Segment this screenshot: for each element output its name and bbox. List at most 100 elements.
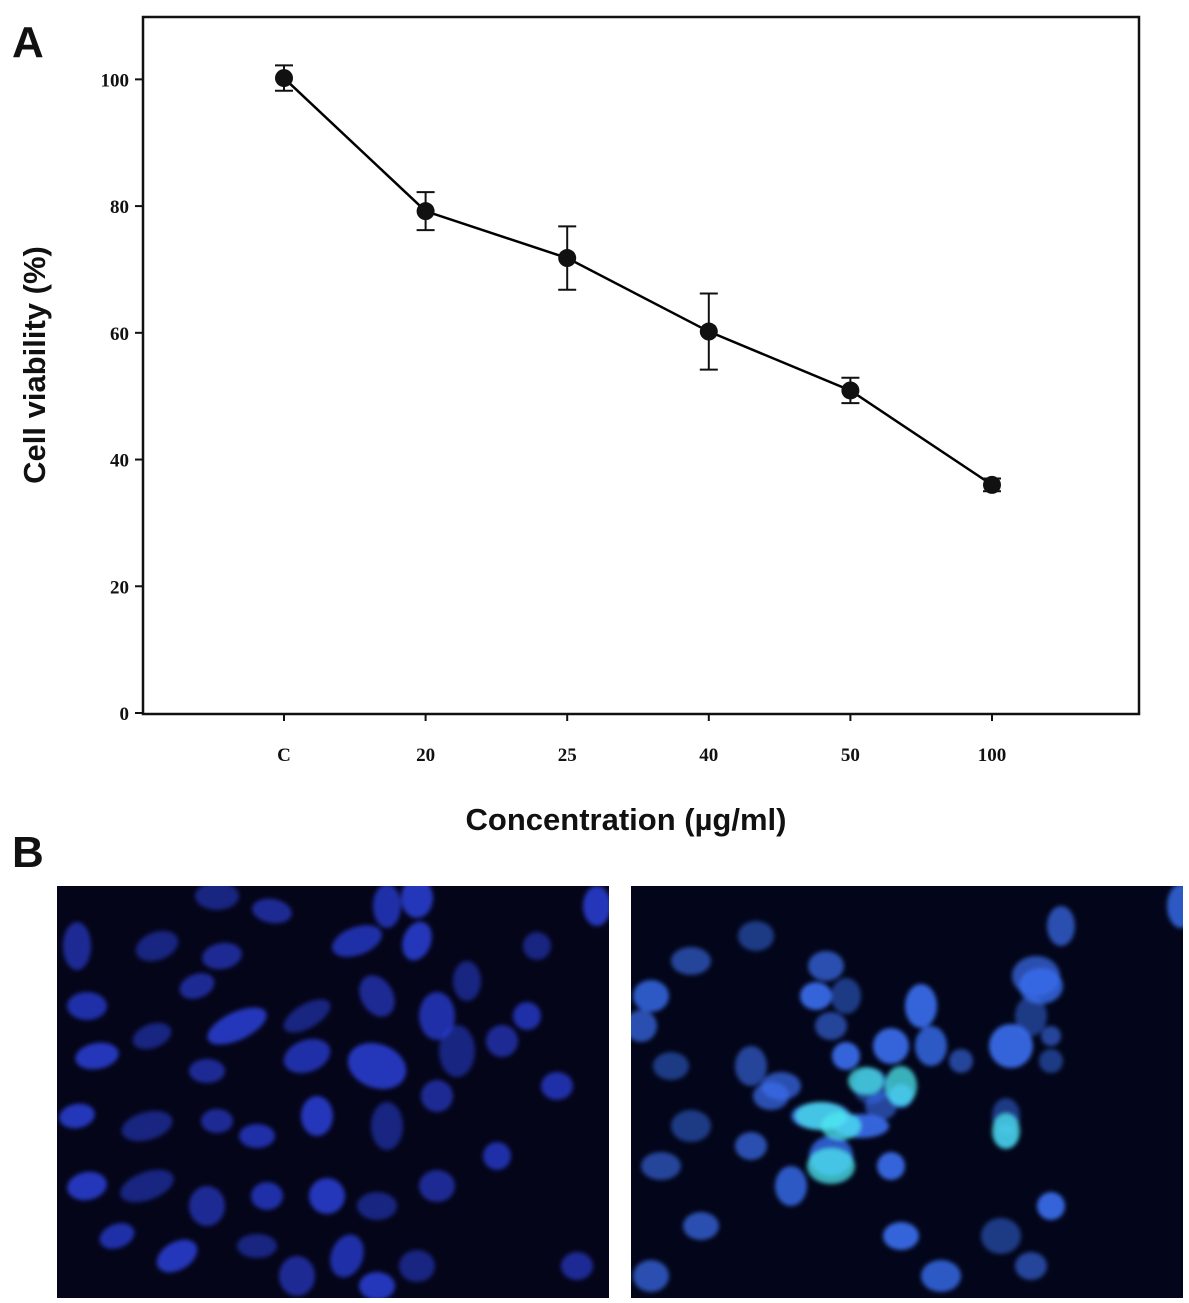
nucleus: [309, 1178, 345, 1214]
nucleus: [815, 1012, 847, 1040]
nucleus: [775, 1166, 807, 1206]
nucleus: [541, 1072, 573, 1100]
nucleus: [486, 1025, 518, 1057]
micrograph-left-image: [59, 886, 609, 1298]
nucleus: [201, 1109, 233, 1133]
nucleus: [59, 1103, 95, 1129]
nucleus: [67, 1171, 107, 1201]
y-axis: 0 20 40 60 80 100: [101, 70, 143, 725]
nucleus: [359, 975, 395, 1017]
nucleus: [483, 1142, 511, 1170]
y-tick-label: 60: [110, 324, 129, 345]
nucleus: [453, 961, 481, 1001]
nucleus: [633, 1260, 669, 1292]
nucleus: [207, 1007, 267, 1045]
nucleus: [1039, 1049, 1063, 1073]
nucleus: [156, 1239, 198, 1273]
nucleus: [330, 1234, 364, 1278]
nucleus: [332, 925, 382, 957]
x-tick-label: 50: [841, 745, 860, 766]
x-tick-label: 40: [699, 745, 718, 766]
nucleus: [653, 1052, 689, 1080]
nucleus: [633, 980, 669, 1012]
y-tick-label: 20: [110, 577, 129, 598]
nucleus: [402, 921, 432, 961]
nucleus: [67, 992, 107, 1020]
data-point: [983, 475, 1001, 494]
y-tick-label: 80: [110, 197, 129, 218]
nucleus: [421, 1080, 453, 1112]
series-line: [275, 64, 1001, 494]
nucleus: [989, 1024, 1033, 1068]
nucleus: [949, 1049, 973, 1073]
panel-label-b: B: [12, 828, 44, 877]
nucleus: [915, 1026, 947, 1066]
nucleus: [401, 886, 433, 918]
nucleus: [671, 1110, 711, 1142]
nucleus: [831, 978, 861, 1014]
nucleus: [301, 1096, 333, 1136]
nucleus: [371, 1102, 403, 1150]
nucleus: [347, 1042, 407, 1090]
nucleus: [873, 1028, 909, 1064]
nucleus: [1015, 1252, 1047, 1280]
nucleus: [921, 1260, 961, 1292]
nucleus: [135, 930, 179, 962]
bright-nucleus: [807, 1148, 855, 1184]
nucleus: [75, 1042, 119, 1070]
data-point: [699, 322, 718, 341]
nucleus: [832, 1042, 860, 1070]
data-point: [841, 381, 860, 400]
bright-nucleus: [821, 1112, 861, 1140]
nucleus: [808, 951, 844, 981]
nucleus: [513, 1002, 541, 1030]
y-axis-title: Cell viability (%): [17, 246, 52, 484]
nucleus: [738, 921, 774, 951]
nucleus: [1037, 1192, 1065, 1220]
nucleus: [631, 1010, 657, 1042]
nucleus: [800, 982, 832, 1010]
nucleus: [683, 1212, 719, 1240]
bright-nucleus: [848, 1067, 884, 1095]
nucleus: [419, 992, 455, 1040]
data-point: [275, 69, 293, 88]
nucleus: [883, 1222, 919, 1250]
bright-nucleus: [885, 1066, 917, 1106]
nucleus: [189, 1059, 225, 1083]
nucleus: [283, 1038, 331, 1074]
nucleus: [1167, 886, 1183, 928]
nucleus: [63, 922, 91, 970]
nucleus: [735, 1046, 767, 1086]
bright-nucleus: [992, 1113, 1020, 1149]
nucleus: [239, 1124, 275, 1148]
nucleus: [251, 1182, 283, 1210]
nucleus: [523, 932, 551, 960]
nucleus: [202, 942, 242, 970]
nucleus: [359, 1272, 395, 1298]
x-axis: C 20 25 40 50 100: [277, 713, 1006, 766]
y-tick-label: 0: [120, 704, 130, 725]
nucleus: [1047, 906, 1075, 946]
x-tick-label: 25: [558, 745, 577, 766]
nucleus: [439, 1025, 475, 1077]
nucleus: [120, 1169, 174, 1203]
nucleus: [179, 973, 215, 999]
x-tick-label: 20: [416, 745, 435, 766]
x-tick-label: 100: [978, 745, 1007, 766]
data-point: [558, 249, 577, 268]
nucleus: [279, 1256, 315, 1296]
nucleus: [357, 1192, 397, 1220]
micrograph-right-image: [631, 886, 1183, 1292]
data-point: [416, 202, 435, 221]
nucleus: [561, 1252, 593, 1280]
nucleus: [753, 1082, 789, 1110]
nucleus: [905, 984, 937, 1028]
nucleus: [1041, 1026, 1061, 1046]
nucleus: [735, 1132, 767, 1160]
nucleus: [1015, 996, 1047, 1036]
nucleus: [671, 947, 711, 975]
nucleus: [399, 1250, 435, 1282]
nucleus: [583, 886, 609, 926]
micrograph-right: [631, 886, 1183, 1298]
nucleus: [195, 886, 239, 910]
